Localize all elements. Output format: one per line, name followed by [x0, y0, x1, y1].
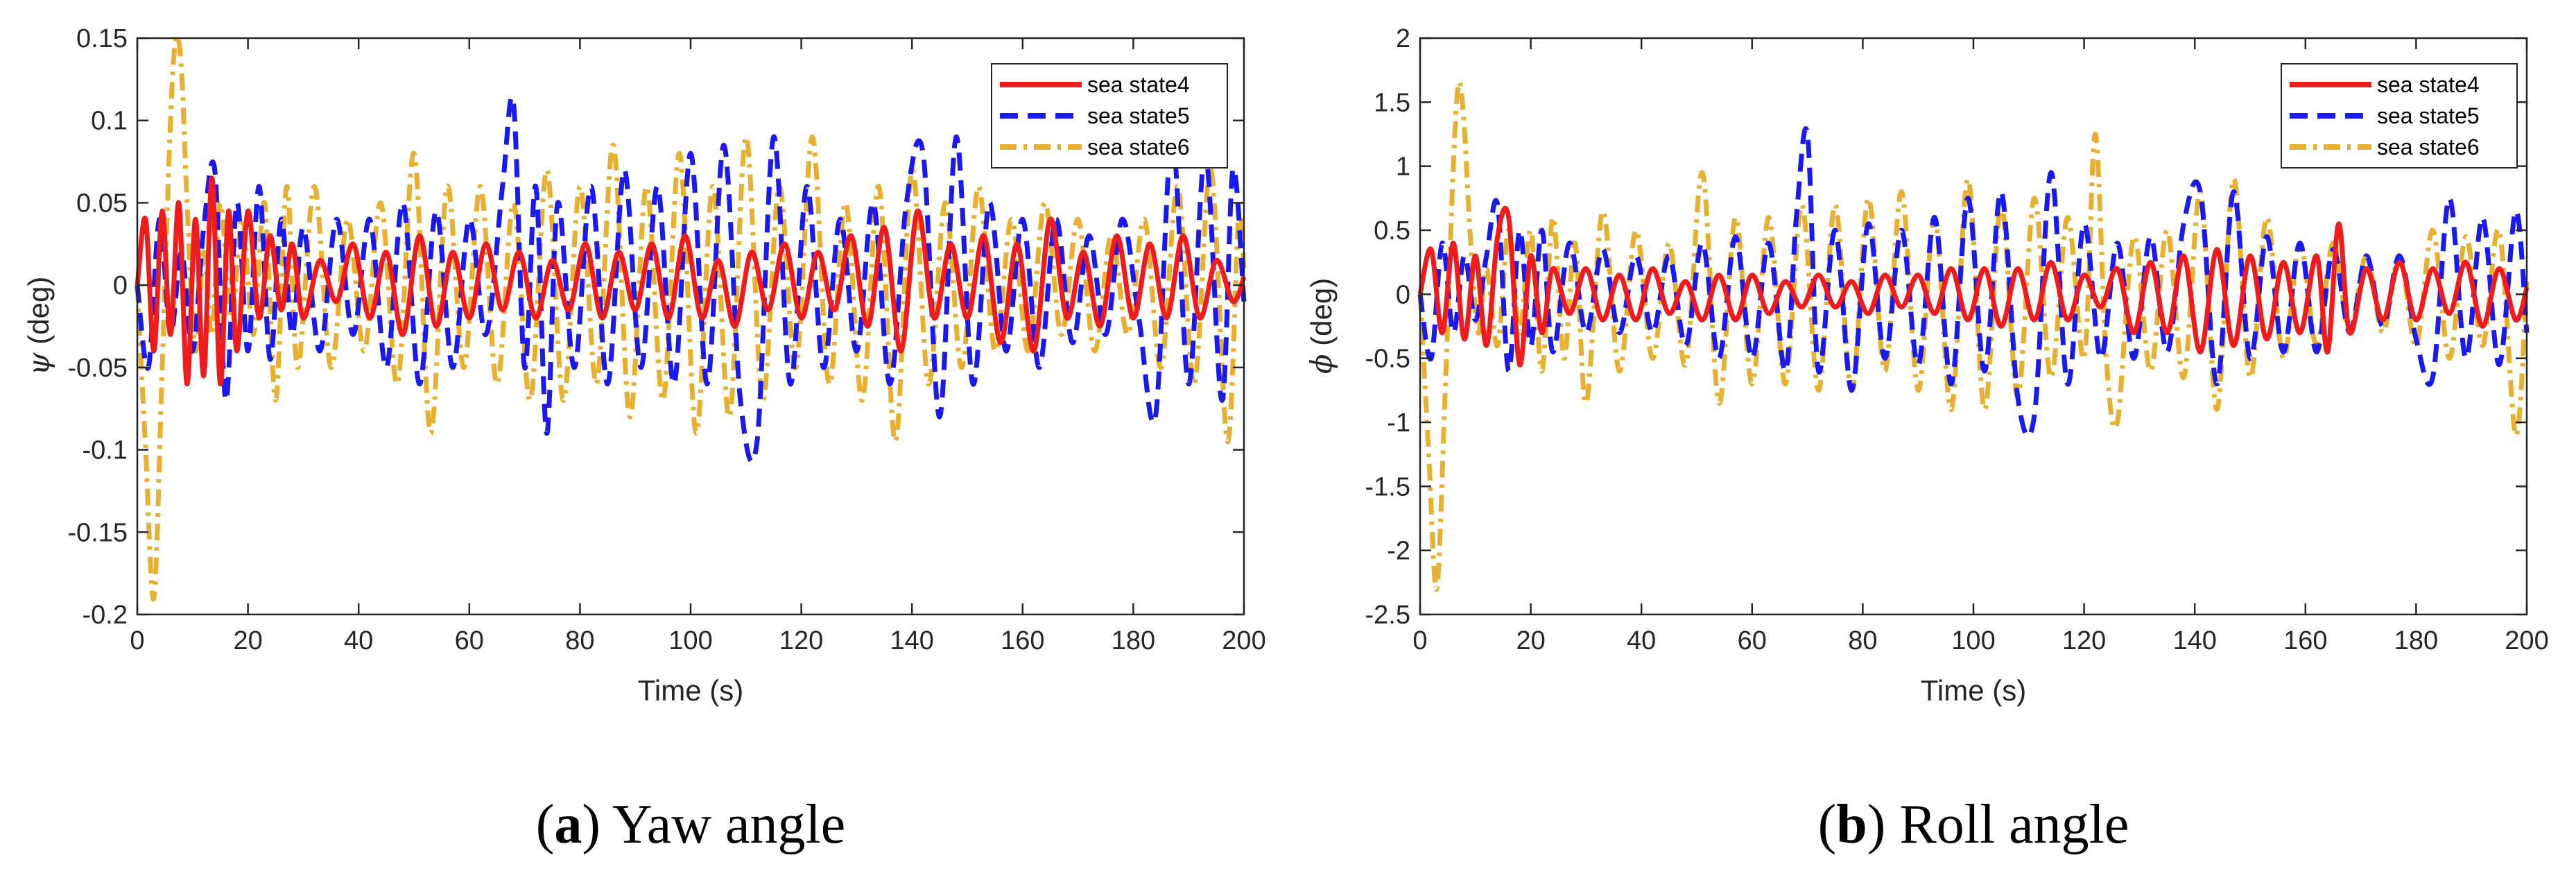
x-tick-label-b: 60 [1738, 626, 1767, 655]
x-tick-label-b: 0 [1412, 626, 1427, 655]
series-line-sea-state6-a [135, 33, 1247, 602]
x-tick-label-a: 200 [1222, 626, 1265, 655]
series-line-sea-state4-a [135, 175, 1247, 387]
y-axis-label-a: ψ (deg) [21, 277, 55, 376]
y-tick-label-b: -1 [1387, 408, 1410, 438]
legend-label-b: sea state6 [2377, 135, 2480, 160]
y-tick-label-a: 0.15 [76, 24, 128, 53]
y-tick-label-a: 0.1 [91, 107, 128, 136]
x-tick-label-b: 100 [1951, 626, 1995, 655]
y-tick-label-b: -2.5 [1365, 601, 1410, 630]
x-tick-label-b: 180 [2394, 626, 2438, 655]
caption-b: (b) Roll angle [1818, 794, 2129, 855]
series-line-sea-state4-b [1417, 205, 2530, 368]
y-tick-label-b: -2 [1387, 537, 1410, 566]
x-tick-label-a: 40 [344, 626, 373, 655]
y-tick-label-a: -0.1 [83, 436, 128, 465]
y-tick-label-b: 2 [1396, 24, 1410, 53]
panel-a: 0 20 40 60 80 100 120 140 160 180 200 -0.2 -0.15 -0.1… [21, 24, 1266, 855]
y-axis-label-b: ϕ (deg) [1304, 278, 1338, 374]
x-tick-label-a: 80 [565, 626, 594, 655]
x-tick-label-a: 60 [455, 626, 484, 655]
x-tick-label-b: 20 [1516, 626, 1545, 655]
y-tick-label-b: -0.5 [1365, 345, 1410, 374]
x-tick-label-a: 0 [130, 626, 144, 655]
series-line-sea-state5-b [1417, 126, 2530, 439]
ticks-a: 0 20 40 60 80 100 120 140 160 180 200 -0.2 -0.15 -0.1… [67, 24, 1265, 655]
x-tick-label-a: 180 [1112, 626, 1155, 655]
y-tick-label-a: -0.05 [67, 354, 128, 383]
x-tick-label-a: 120 [779, 626, 823, 655]
x-tick-label-b: 40 [1627, 626, 1656, 655]
legend-b: sea state4 sea state5 sea state6 [2281, 63, 2518, 169]
panel-b: 0 20 40 60 80 100 120 140 160 180 200-2.5-2-1.5-1-… [1304, 24, 2549, 855]
x-tick-label-b: 140 [2172, 626, 2216, 655]
x-axis-label-b: Time (s) [1921, 674, 2026, 707]
legend-a: sea state4 sea state5 sea state6 [991, 63, 1228, 169]
y-tick-label-a: 0.05 [76, 189, 128, 218]
y-tick-label-b: 1 [1396, 153, 1410, 182]
series-lines-b [1417, 79, 2530, 592]
y-tick-label-b: 1.5 [1374, 88, 1410, 117]
x-axis-label-a: Time (s) [638, 674, 743, 707]
y-tick-label-b: -1.5 [1365, 472, 1410, 501]
ticks-b: 0 20 40 60 80 100 120 140 160 180 200-2.5-2-1.5-1-… [1365, 24, 2549, 655]
y-tick-label-b: 0 [1396, 280, 1410, 309]
x-tick-label-b: 160 [2283, 626, 2327, 655]
y-tick-label-a: -0.15 [67, 518, 128, 547]
legend-label-a: sea state6 [1087, 135, 1190, 160]
legend-label-a: sea state5 [1087, 103, 1190, 128]
x-tick-label-a: 100 [668, 626, 712, 655]
x-tick-label-b: 120 [2062, 626, 2106, 655]
x-tick-label-b: 80 [1848, 626, 1877, 655]
x-tick-label-a: 20 [233, 626, 262, 655]
y-tick-label-a: 0 [113, 271, 128, 300]
x-tick-label-a: 140 [890, 626, 933, 655]
legend-label-b: sea state5 [2377, 103, 2480, 128]
caption-a: (a) Yaw angle [536, 794, 846, 855]
legend-label-a: sea state4 [1087, 72, 1190, 97]
x-tick-label-a: 160 [1001, 626, 1044, 655]
x-tick-label-b: 200 [2505, 626, 2548, 655]
y-tick-label-a: -0.2 [83, 601, 128, 630]
series-lines-a [135, 33, 1247, 602]
y-tick-label-b: 0.5 [1374, 216, 1410, 246]
legend-label-b: sea state4 [2377, 72, 2480, 97]
